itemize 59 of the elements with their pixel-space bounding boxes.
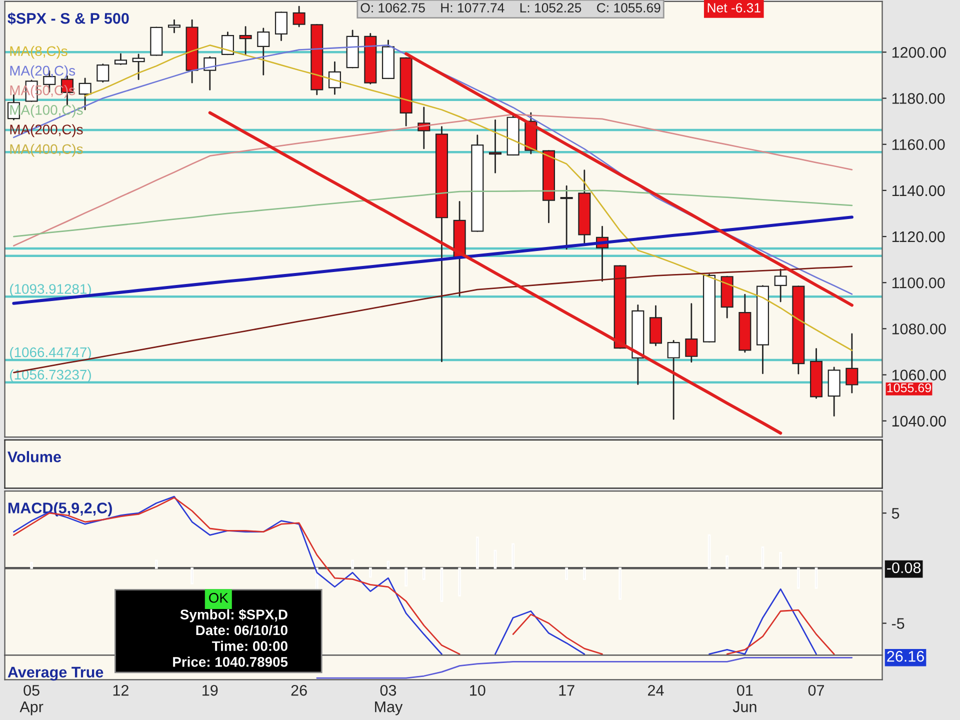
y-tick-label: 1180.00 [892,93,945,104]
x-tick-label: 12 [113,684,128,696]
candlestick [239,26,252,56]
y-tick-label: 1200.00 [892,47,946,58]
candlestick [274,12,288,42]
annotation: OK [209,592,228,603]
annotation: Symbol: $SPX,D [180,609,288,622]
x-tick-label: 01 Jun [732,684,756,712]
candlestick [846,333,858,394]
annotation: O: 1062.75 H: 1077.74 L: 1052.25 C: 1055.69 [360,3,660,12]
annotation: Net -6.31 [708,3,760,12]
candlestick [488,119,502,174]
candlestick [292,6,306,28]
candlestick [96,64,110,83]
y-tick-label: 5 [892,508,900,519]
candlestick [221,32,234,56]
annotation: Time: 00:00 [212,640,288,652]
ref-line-label: (1093.91281) [10,284,91,297]
text: MACD(5,9,2,C) [8,502,112,516]
candlestick [774,268,787,302]
x-tick-label: 05 Apr [20,684,44,716]
y-tick-label: 1160.00 [892,139,945,150]
x-tick-label: 17 [559,685,574,696]
text: 1055.69 [887,383,931,392]
candlestick [204,56,216,90]
y-tick-label: 1120.00 [892,231,945,242]
annotation: Price: 1040.78905 [173,656,288,667]
candlestick [114,53,127,66]
x-tick-label: 24 [648,684,664,696]
annotation: -0.08 [887,562,921,574]
candlestick [132,54,145,80]
x-tick-label: 03 May [375,684,403,716]
candlestick [560,185,573,250]
ref-line-label: (1066.44747) [10,347,91,360]
y-tick-label: 1140.00 [892,185,945,196]
line-series [13,190,853,238]
ref-line-label: (1056.73237) [10,369,91,382]
candlestick [328,61,341,95]
candlestick [667,340,680,420]
y-tick-label: 1060.00 [892,370,946,380]
x-tick-label: 19 [202,684,218,696]
annotation: Date: 06/10/10 [196,624,288,636]
candlestick [168,19,180,34]
text: $SPX - S & P 500 [8,12,129,25]
x-tick-label: 07 [808,684,824,696]
y-tick-label: 1040.00 [892,416,946,427]
line-series [12,216,854,305]
x-tick-label: 26 [291,684,307,696]
candlestick [685,303,698,363]
text: Volume [8,451,61,462]
text: Average True [8,666,104,681]
y-tick-label: -5 [892,618,904,629]
line-series [208,111,782,435]
y-tick-label: 1100.00 [892,277,945,288]
x-tick-label: 10 [470,684,486,696]
candlestick [257,28,270,76]
text: 26.16 [887,650,924,662]
text: MA(20,C)s [10,65,76,78]
y-tick-label: 1080.00 [892,324,946,334]
